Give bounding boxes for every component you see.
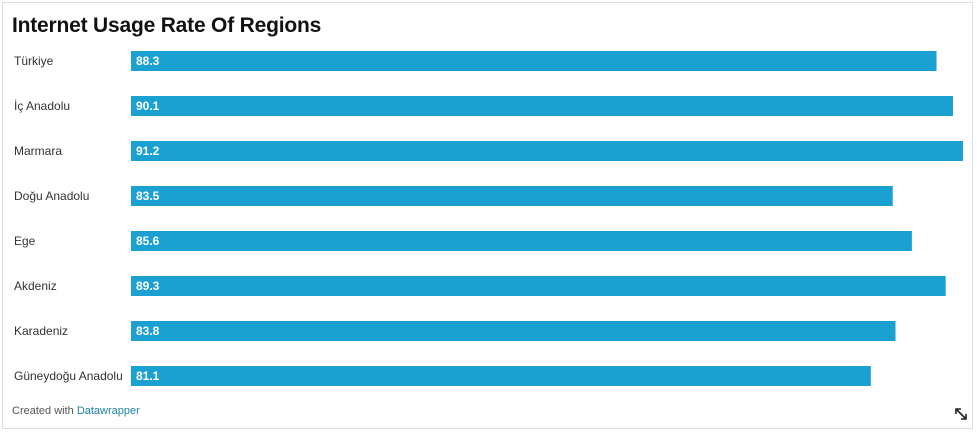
bar-value-label: 89.3 [136,279,160,293]
chart-container [2,2,973,429]
footer-credit-text: Created with [12,405,77,417]
bar [131,51,937,71]
bar-value-label: 85.6 [136,234,160,248]
bar [131,321,896,341]
bar [131,141,963,161]
bar-value-label: 81.1 [136,369,160,383]
bar-value-label: 83.5 [136,189,160,203]
bar [131,186,893,206]
bar [131,276,946,296]
chart-title: Internet Usage Rate Of Regions [12,14,322,37]
bar-chart: Türkiye 88.3 İç Anadolu 90.1 Marmara 91.2 Doğu… [14,51,963,386]
datawrapper-link[interactable]: Datawrapper [76,405,140,417]
bar [131,231,912,251]
bar-value-label: 90.1 [136,99,160,113]
bar [131,96,953,116]
expand-arrows-icon[interactable] [954,407,968,421]
category-label: Doğu Anadolu [14,189,89,203]
chart-footer: Created with Datawrapper [12,405,140,417]
category-label: Ege [14,234,36,248]
category-label: Türkiye [14,54,54,68]
category-label: İç Anadolu [14,99,70,113]
category-label: Akdeniz [14,279,57,293]
bar [131,366,871,386]
bar-value-label: 83.8 [136,324,160,338]
category-label: Karadeniz [14,324,68,338]
category-label: Güneydoğu Anadolu [14,369,123,383]
bar-value-label: 88.3 [136,54,160,68]
category-label: Marmara [14,144,62,158]
bar-value-label: 91.2 [136,144,160,158]
